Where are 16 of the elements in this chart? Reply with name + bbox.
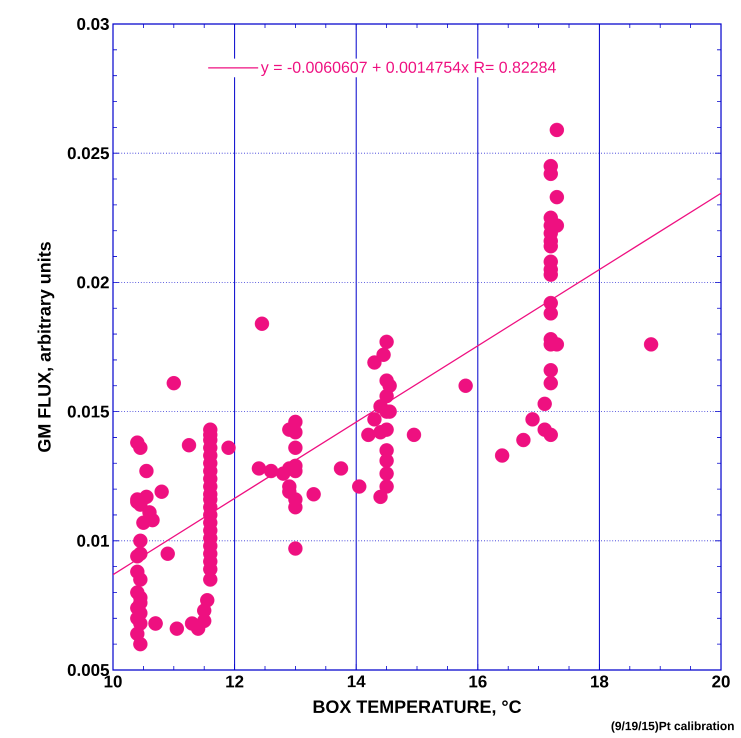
x-axis-title: BOX TEMPERATURE, °C: [314, 700, 522, 716]
x-tick-label: 18: [591, 676, 608, 688]
x-tick-label: 12: [226, 676, 244, 688]
y-tick-label: 0.03: [77, 18, 109, 30]
x-tick-label: 10: [104, 676, 122, 688]
x-tick-label: 16: [469, 676, 487, 688]
y-tick-label: 0.015: [68, 406, 110, 418]
x-tick-label: 20: [712, 676, 730, 688]
x-tick-label: 14: [348, 676, 366, 688]
y-axis-title: GM FLUX, arbitrary units: [38, 242, 54, 452]
legend-label: y = -0.0060607 + 0.0014754x R= 0.82284: [260, 62, 556, 76]
y-tick-label: 0.025: [68, 147, 110, 160]
y-tick-label: 0.01: [77, 534, 110, 547]
y-tick-label: 0.02: [77, 276, 109, 288]
text: (9/19/15)Pt calibration: [612, 721, 734, 733]
y-tick-label: 0.005: [68, 664, 110, 676]
